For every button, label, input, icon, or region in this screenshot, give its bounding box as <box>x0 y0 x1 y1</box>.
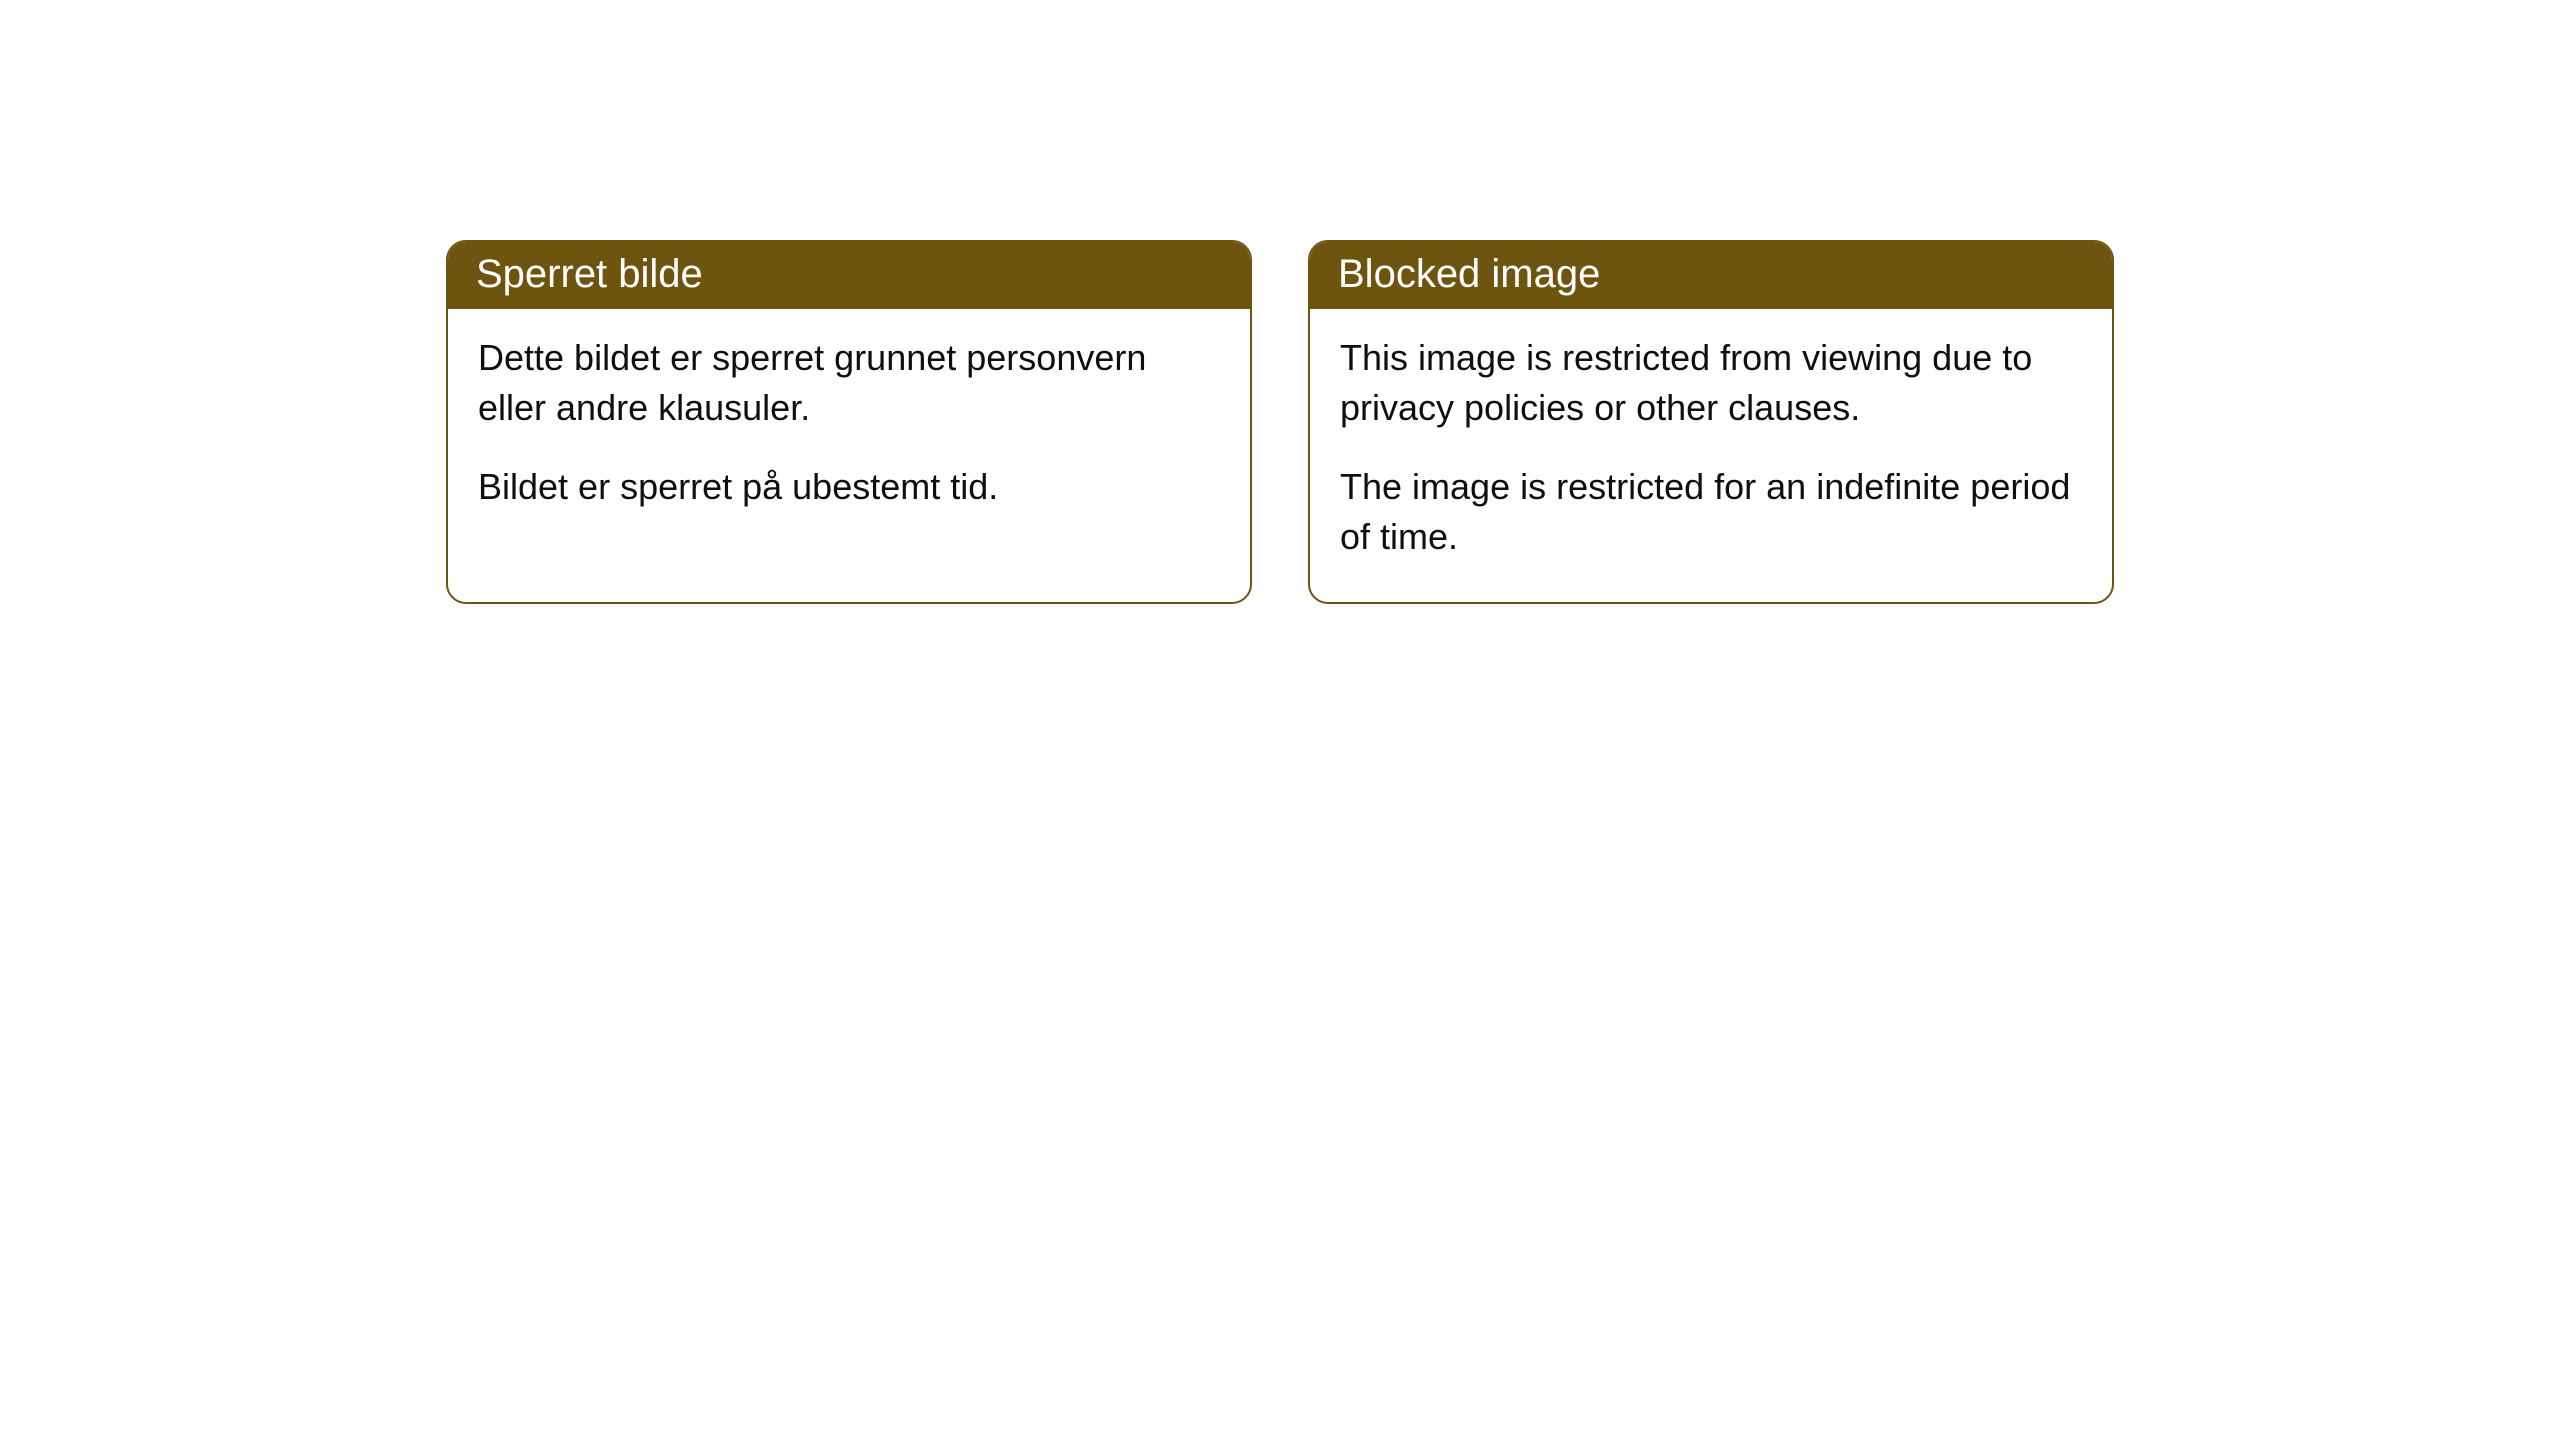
notice-card-english: Blocked image This image is restricted f… <box>1308 240 2114 604</box>
notice-paragraph: The image is restricted for an indefinit… <box>1340 462 2082 561</box>
notice-paragraph: Bildet er sperret på ubestemt tid. <box>478 462 1220 512</box>
card-body: This image is restricted from viewing du… <box>1310 309 2112 602</box>
notice-cards-row: Sperret bilde Dette bildet er sperret gr… <box>446 240 2114 604</box>
notice-paragraph: Dette bildet er sperret grunnet personve… <box>478 333 1220 432</box>
notice-paragraph: This image is restricted from viewing du… <box>1340 333 2082 432</box>
card-body: Dette bildet er sperret grunnet personve… <box>448 309 1250 552</box>
card-header: Sperret bilde <box>448 242 1250 309</box>
card-header: Blocked image <box>1310 242 2112 309</box>
notice-card-norwegian: Sperret bilde Dette bildet er sperret gr… <box>446 240 1252 604</box>
